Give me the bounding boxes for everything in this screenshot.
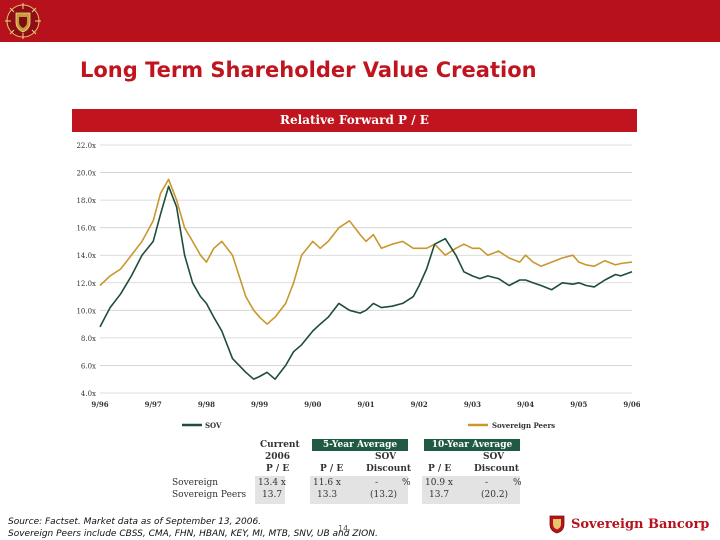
pe-comparison-table: Current 2006 P / E 5-Year Average 10-Yea… [170,438,540,506]
page-number: 14 [338,524,349,533]
row-pe-5: 13.3 [317,490,338,500]
five-year-header: 5-Year Average [312,439,408,451]
row-pe-10: 10.9 x [425,478,453,488]
legend-label: SOV [205,421,222,430]
current-header-3: P / E [266,464,290,474]
sov-5-header: SOV [375,452,397,462]
row-discount-10: - [485,478,489,488]
row-current: 13.4 x [258,478,286,488]
discount-5-header: Discount [366,464,412,474]
x-axis-ticks: 9/96 9/97 9/98 9/99 9/00 9/01 9/02 9/03 9/04 9/05… [91,400,640,409]
series-line-sov [99,185,633,380]
y-tick-label: 6.0x [81,362,96,370]
x-tick-label: 9/01 [357,400,374,409]
y-tick-label: 16.0x [76,225,96,233]
x-tick-label: 9/02 [411,400,428,409]
x-tick-label: 9/03 [464,400,481,409]
row-discount-10-unit: % [513,478,522,488]
brand-name: Sovereign Bancorp [571,516,710,532]
current-header-1: Current [260,440,300,450]
crest-icon [5,3,41,39]
row-discount-5-unit: % [402,478,411,488]
footnote-line-2: Sovereign Peers include CBSS, CMA, FHN, … [8,529,378,539]
row-label: Sovereign [172,478,219,488]
row-pe-10: 13.7 [429,490,450,500]
discount-10-header: Discount [474,464,520,474]
current-header-2: 2006 [265,452,291,462]
y-tick-label: 10.0x [76,307,96,315]
x-tick-label: 9/96 [91,400,108,409]
row-discount-10: (20.2) [481,490,509,500]
sov-10-header: SOV [483,452,505,462]
series-line-peers [99,178,633,325]
y-tick-label: 18.0x [76,197,96,205]
row-discount-5: - [375,478,379,488]
chart-title: Relative Forward P / E [72,109,637,132]
chart-legend: SOV Sovereign Peers [182,421,555,430]
row-label: Sovereign Peers [172,490,247,500]
row-discount-5: (13.2) [370,490,398,500]
pe-line-chart: 22.0x 20.0x 18.0x 16.0x 14.0x 12.0x 10.0x 8.0x 6… [76,142,640,430]
x-tick-label: 9/04 [517,400,534,409]
row-current: 13.7 [262,490,283,500]
y-tick-label: 12.0x [76,280,96,288]
pe-10-header: P / E [428,464,452,474]
x-tick-label: 9/97 [145,400,162,409]
row-pe-5: 11.6 x [313,478,341,488]
legend-label: Sovereign Peers [492,421,555,430]
grid-lines [100,144,632,394]
crest-icon [549,515,565,534]
current-col-shade [255,476,285,504]
five-year-col-shade [310,476,408,504]
ten-year-header: 10-Year Average [424,439,520,451]
x-tick-label: 9/00 [304,400,321,409]
brand-logo: Sovereign Bancorp [548,514,709,534]
series-lines [99,178,633,380]
x-tick-label: 9/06 [623,400,640,409]
footnote-line-1: Source: Factset. Market data as of Septe… [8,517,262,527]
x-tick-label: 9/98 [198,400,215,409]
y-tick-label: 20.0x [76,170,96,178]
top-banner [0,0,720,42]
y-tick-label: 22.0x [76,142,96,150]
y-tick-label: 8.0x [81,335,96,343]
pe-5-header: P / E [320,464,344,474]
y-tick-label: 14.0x [76,252,96,260]
y-tick-label: 4.0x [81,390,96,398]
y-axis-ticks: 22.0x 20.0x 18.0x 16.0x 14.0x 12.0x 10.0x 8.0x 6… [76,142,96,398]
x-tick-label: 9/05 [570,400,587,409]
ten-year-col-shade [422,476,520,504]
source-footnote: Source: Factset. Market data as of Septe… [8,516,378,540]
slide-title: Long Term Shareholder Value Creation [80,58,537,82]
x-tick-label: 9/99 [251,400,268,409]
